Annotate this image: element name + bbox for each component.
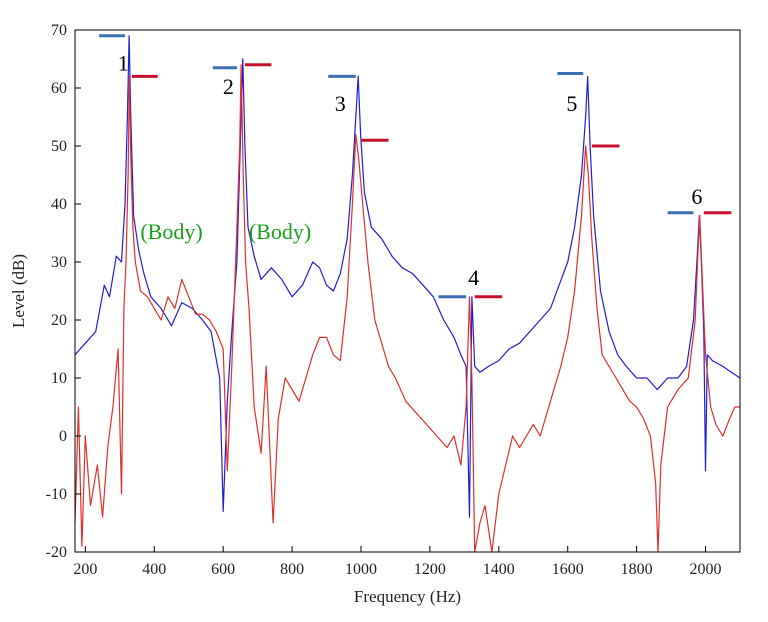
- peak-label-2: 2: [223, 74, 234, 99]
- x-tick-label: 400: [142, 561, 166, 578]
- y-tick-label: 0: [59, 428, 67, 445]
- x-tick-label: 1200: [414, 561, 446, 578]
- y-tick-label: 50: [51, 138, 67, 155]
- y-tick-label: 70: [51, 22, 67, 39]
- y-tick-label: -10: [46, 486, 67, 503]
- body-mode-label: (Body): [249, 219, 311, 244]
- series-line-1: [74, 35, 741, 518]
- y-tick-label: 10: [51, 370, 67, 387]
- peak-label-3: 3: [335, 91, 346, 116]
- level-marker-layer: [99, 34, 732, 299]
- x-tick-label: 1600: [552, 561, 584, 578]
- series-line-2: [74, 64, 740, 553]
- peak-label-6: 6: [691, 184, 702, 209]
- plot-frame: [74, 29, 741, 553]
- annotation-layer: 1 2 3 4 5 6 (Body) (Body): [118, 51, 703, 291]
- y-tick-label: -20: [46, 544, 67, 561]
- peak-label-1: 1: [118, 51, 129, 76]
- y-tick-label: 60: [51, 80, 67, 97]
- x-tick-label: 1000: [345, 561, 377, 578]
- y-axis-title: Level (dB): [9, 254, 28, 328]
- peak-label-4: 4: [468, 265, 479, 290]
- x-tick-label: 1400: [483, 561, 515, 578]
- x-tick-label: 800: [280, 561, 304, 578]
- x-tick-label: 200: [73, 561, 97, 578]
- y-tick-label: 20: [51, 312, 67, 329]
- peak-label-5: 5: [566, 91, 577, 116]
- y-tick-label: 40: [51, 196, 67, 213]
- body-mode-label: (Body): [140, 219, 202, 244]
- x-tick-label: 2000: [690, 561, 722, 578]
- y-tick-label: 30: [51, 254, 67, 271]
- x-tick-label: 600: [211, 561, 235, 578]
- series-layer: [74, 35, 741, 553]
- axis-tick-layer: 200 400 600 800 1000 1200 1400 1600 1800 2000-20-…: [46, 22, 722, 578]
- x-axis-title: Frequency (Hz): [354, 587, 461, 606]
- x-tick-label: 1800: [621, 561, 653, 578]
